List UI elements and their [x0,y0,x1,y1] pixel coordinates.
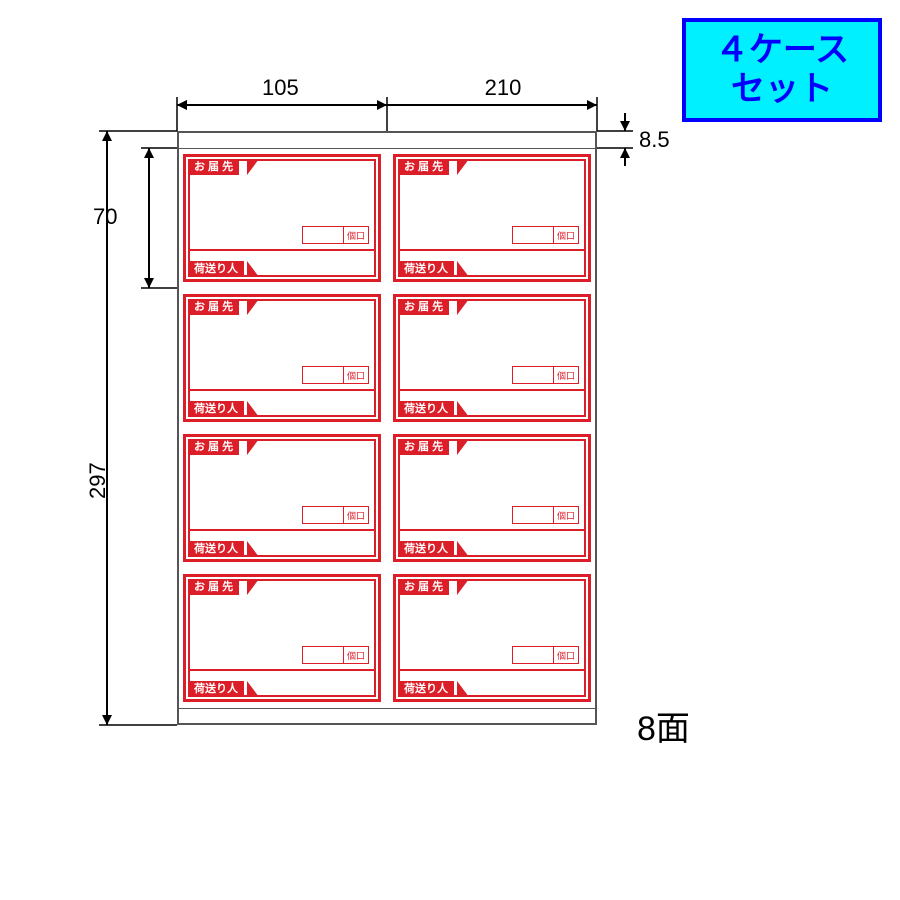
dimension-value: 297 [85,463,111,500]
dimension-lines [0,0,900,900]
faces-label: 8面 [637,701,690,750]
dimension-value: 8.5 [639,127,670,153]
dimension-value: 210 [485,75,522,101]
dimension-value: 105 [262,75,299,101]
dimension-value: 70 [93,204,117,230]
